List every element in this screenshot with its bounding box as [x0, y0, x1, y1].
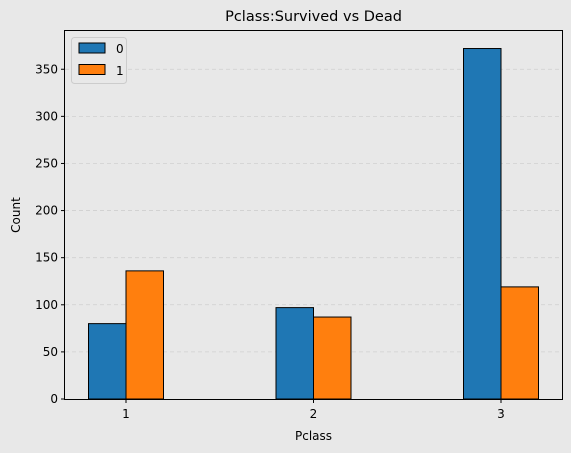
x-axis: 1 2 3: [122, 399, 505, 421]
legend-swatch-1: [78, 64, 106, 75]
y-tick-label: 100: [35, 298, 58, 312]
y-tick-label: 50: [43, 345, 58, 359]
chart-title: Pclass:Survived vs Dead: [225, 9, 402, 25]
y-tick-label: 300: [35, 109, 58, 123]
legend: 0 1: [71, 37, 127, 84]
bar-series-0-1: [88, 323, 127, 400]
y-tick-label: 0: [50, 392, 58, 406]
y-tick-label: 200: [35, 204, 58, 218]
y-axis-label: Count: [9, 197, 23, 233]
y-axis: 0 50 100 150 200 250 300 350: [35, 62, 65, 406]
bar-series-1-1: [125, 270, 164, 400]
y-tick-label: 250: [35, 156, 58, 170]
y-tick-label: 350: [35, 62, 58, 76]
x-tick-label: 1: [122, 407, 130, 421]
y-tick-label: 150: [35, 251, 58, 265]
x-tick-label: 2: [310, 407, 318, 421]
legend-label-1: 1: [116, 64, 124, 78]
legend-label-0: 0: [116, 42, 124, 56]
bar-series-1-3: [500, 286, 539, 400]
bars: [88, 48, 539, 400]
bar-series-0-3: [463, 48, 502, 400]
x-tick-label: 3: [497, 407, 505, 421]
bar-series-1-2: [313, 316, 352, 400]
bar-series-0-2: [275, 307, 314, 400]
legend-swatch-0: [78, 42, 106, 54]
x-axis-label: Pclass: [295, 429, 332, 443]
